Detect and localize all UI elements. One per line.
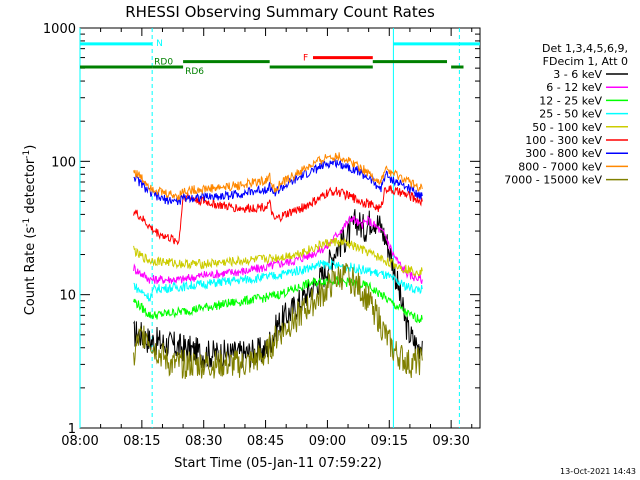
y-tick-label: 1000 bbox=[43, 22, 76, 37]
x-tick-label: 09:15 bbox=[371, 434, 408, 449]
x-axis-label: Start Time (05-Jan-11 07:59:22) bbox=[174, 456, 382, 471]
x-axis-ticks: 08:00 08:15 08:30 08:45 09:00 09:15 09:30 bbox=[61, 28, 473, 449]
generation-timestamp: 13-Oct-2021 14:43 bbox=[560, 467, 636, 476]
series-lines bbox=[133, 152, 423, 380]
rd0-status-label: RD0 bbox=[154, 58, 173, 68]
y-tick-label: 1 bbox=[68, 422, 76, 437]
legend-header-line-2: FDecim 1, Att 0 bbox=[543, 55, 628, 68]
y-tick-label: 100 bbox=[51, 155, 76, 170]
x-tick-label: 09:30 bbox=[432, 434, 469, 449]
series-line-4 bbox=[133, 237, 423, 277]
legend: Det 1,3,4,5,6,9, FDecim 1, Att 0 3 - 6 k… bbox=[504, 42, 628, 187]
series-line-2 bbox=[133, 275, 423, 324]
legend-entry-label: 12 - 25 keV bbox=[539, 94, 602, 107]
n-status-label: N bbox=[156, 39, 163, 49]
legend-entry-label: 7000 - 15000 keV bbox=[504, 174, 602, 187]
series-line-1 bbox=[133, 215, 423, 285]
series-line-5 bbox=[133, 185, 423, 246]
series-line-7 bbox=[133, 152, 423, 201]
legend-entry-label: 100 - 300 keV bbox=[525, 134, 602, 147]
x-tick-label: 09:00 bbox=[309, 434, 346, 449]
legend-entry-label: 50 - 100 keV bbox=[532, 121, 602, 134]
legend-entry-label: 6 - 12 keV bbox=[546, 81, 602, 94]
legend-entry-label: 25 - 50 keV bbox=[539, 108, 602, 121]
chart-title: RHESSI Observing Summary Count Rates bbox=[125, 3, 435, 21]
x-tick-label: 08:00 bbox=[61, 434, 98, 449]
x-tick-label: 08:15 bbox=[123, 434, 160, 449]
y-tick-label: 10 bbox=[59, 289, 76, 304]
series-line-3 bbox=[133, 258, 423, 302]
y-axis-label: Count Rate (s-1 detector-1) bbox=[22, 145, 38, 316]
rd6-status-label: RD6 bbox=[185, 67, 204, 77]
x-tick-label: 08:45 bbox=[247, 434, 284, 449]
status-bars: N F RD0 RD6 bbox=[80, 39, 480, 77]
series-line-6 bbox=[133, 158, 423, 206]
y-axis-ticks: 1 10 100 1000 bbox=[43, 22, 480, 437]
x-tick-label: 08:30 bbox=[185, 434, 222, 449]
legend-entry-label: 3 - 6 keV bbox=[553, 68, 602, 81]
legend-header-line-1: Det 1,3,4,5,6,9, bbox=[542, 42, 628, 55]
legend-entry-label: 800 - 7000 keV bbox=[518, 160, 602, 173]
f-status-label: F bbox=[303, 54, 308, 64]
series-line-8 bbox=[133, 262, 423, 380]
legend-entry-label: 300 - 800 keV bbox=[525, 147, 602, 160]
series-line-0 bbox=[133, 209, 423, 369]
